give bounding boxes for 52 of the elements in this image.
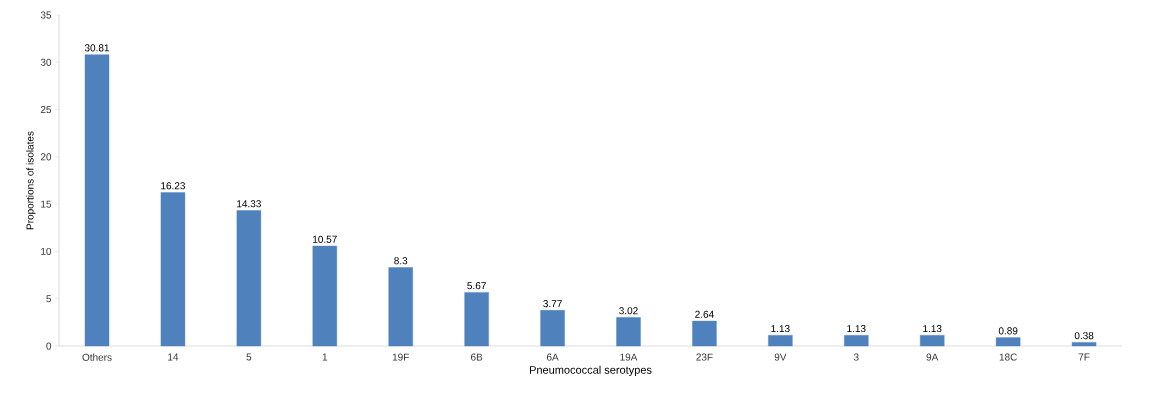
bar: [388, 267, 413, 347]
data-label: 0.38: [1074, 332, 1094, 340]
bar: [1071, 342, 1097, 347]
data-label: 3.02: [619, 307, 638, 315]
x-tick-label: 7F: [1078, 353, 1090, 361]
bar: [768, 335, 793, 347]
bar: [540, 310, 565, 347]
bar: [616, 317, 641, 347]
bar: [920, 335, 945, 347]
x-tick-label: 5: [246, 353, 252, 361]
x-tick-label: Others: [82, 353, 112, 361]
x-tick-label: 1: [322, 353, 328, 361]
bar: [995, 337, 1021, 347]
data-label: 14.33: [237, 200, 261, 208]
y-tick-label: 0: [46, 342, 52, 350]
x-tick-label: 6A: [546, 353, 559, 361]
y-tick-label: 30: [40, 58, 52, 66]
bar: [464, 292, 489, 347]
data-label: 16.23: [161, 182, 186, 190]
bar: [692, 320, 717, 347]
data-label: 1.13: [923, 325, 942, 333]
x-tick-label: 3: [853, 353, 859, 361]
x-tick-label: 6B: [471, 353, 483, 361]
x-tick-label: 9V: [774, 353, 787, 361]
bar: [312, 245, 337, 347]
data-label: 2.64: [695, 310, 714, 318]
bar: [236, 210, 262, 347]
data-label: 8.3: [394, 257, 408, 265]
y-tick-label: 5: [46, 295, 52, 303]
x-tick-label: 18C: [999, 353, 1017, 361]
x-tick-label: 9A: [926, 353, 939, 361]
y-tick-label: 10: [41, 247, 52, 255]
data-label: 3.77: [543, 300, 562, 308]
y-axis-title: Proportions of isolates: [26, 131, 36, 230]
x-tick-label: 14: [168, 353, 179, 361]
x-axis-title: Pneumococcal serotypes: [530, 365, 652, 376]
data-label: 10.57: [313, 235, 337, 243]
data-label: 1.13: [771, 325, 790, 333]
data-label: 0.89: [998, 327, 1018, 335]
data-label: 5.67: [467, 282, 486, 290]
x-tick-label: 23F: [696, 353, 713, 361]
bar: [84, 54, 110, 347]
x-tick-label: 19F: [392, 353, 409, 361]
x-tick-label: 19A: [620, 353, 638, 361]
y-tick-label: 35: [40, 11, 52, 19]
y-tick-label: 15: [41, 200, 52, 208]
data-label: 30.81: [84, 44, 110, 52]
bar: [844, 335, 869, 347]
y-tick-label: 25: [40, 106, 52, 114]
data-label: 1.13: [847, 325, 866, 333]
bar: [160, 192, 186, 347]
y-tick-label: 20: [40, 153, 52, 161]
